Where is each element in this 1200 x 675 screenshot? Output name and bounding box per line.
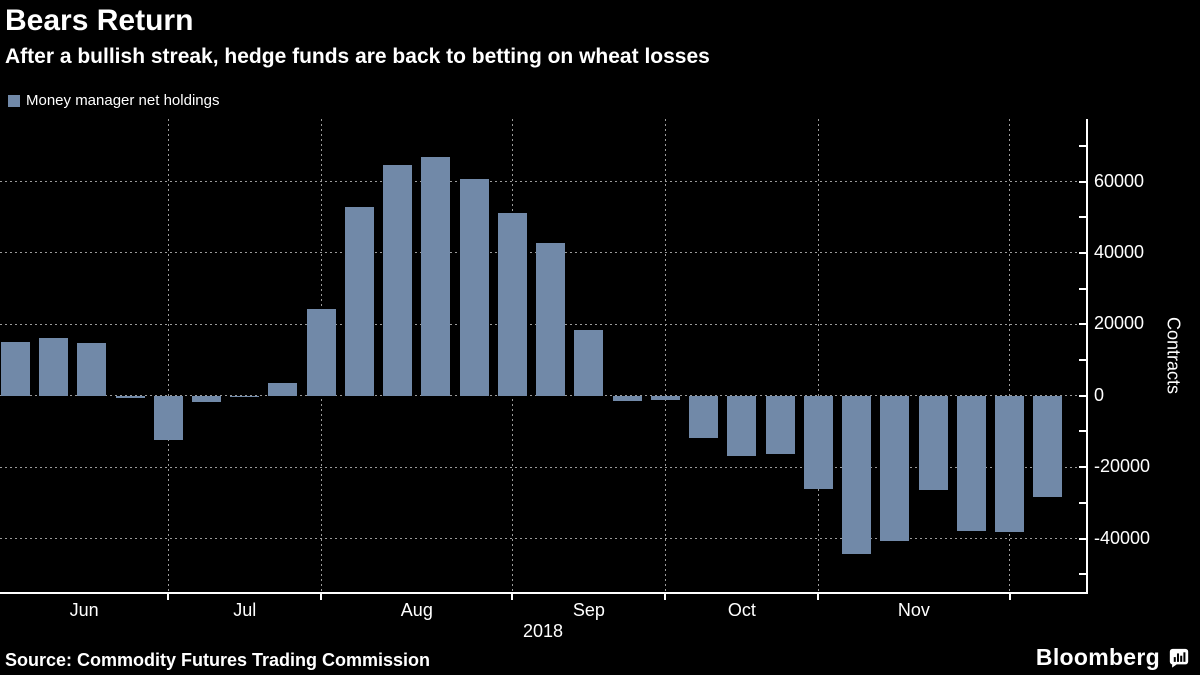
bloomberg-logo: Bloomberg [1036, 644, 1190, 671]
y-axis-tick [1079, 394, 1086, 397]
y-tick-label: 0 [1094, 384, 1105, 405]
y-axis-title: Contracts [1163, 317, 1184, 395]
bar [956, 395, 986, 531]
bar [727, 395, 757, 457]
bar [230, 395, 260, 397]
bar [880, 395, 910, 541]
bar [1033, 395, 1063, 498]
x-month-label: Sep [572, 600, 605, 620]
legend: Money manager net holdings [8, 92, 219, 109]
y-axis-tick [1079, 573, 1086, 576]
x-month-label: Aug [400, 600, 433, 620]
page-title: Bears Return [5, 4, 194, 37]
bar [765, 395, 795, 454]
x-gridline [167, 119, 169, 593]
bar [689, 395, 719, 439]
x-axis-tick [1008, 593, 1011, 600]
bar [0, 342, 30, 396]
bar [421, 156, 451, 396]
bar [650, 395, 680, 400]
bar [344, 206, 374, 396]
x-month-label: Jul [233, 600, 257, 620]
y-axis-tick [1079, 251, 1086, 254]
x-gridline [817, 119, 819, 593]
x-axis-line [0, 592, 1088, 594]
y-tick-label: -20000 [1094, 456, 1151, 477]
x-month-label: Jun [69, 600, 99, 620]
y-gridline [0, 395, 1086, 397]
bar [574, 330, 604, 396]
bar [995, 395, 1025, 532]
x-gridline [664, 119, 666, 593]
y-axis-tick [1079, 430, 1086, 433]
bar [77, 343, 107, 396]
source-attribution: Source: Commodity Futures Trading Commis… [5, 650, 431, 670]
x-axis-tick [320, 593, 323, 600]
bar [383, 165, 413, 396]
bar [153, 395, 183, 440]
bar [192, 395, 221, 402]
x-month-label: Oct [727, 600, 756, 620]
legend-swatch-icon [8, 94, 20, 107]
y-axis-tick [1079, 323, 1086, 326]
y-tick-label: 20000 [1094, 313, 1145, 334]
y-tick-label: 40000 [1094, 241, 1145, 262]
y-axis-tick [1079, 501, 1086, 504]
legend-label: Money manager net holdings [26, 92, 220, 109]
y-tick-label: 60000 [1094, 170, 1145, 191]
y-gridline [0, 538, 1086, 539]
y-gridline [0, 466, 1086, 468]
bloomberg-chart-bubble-icon [1169, 648, 1189, 668]
bar [39, 338, 69, 396]
chart-subtitle: After a bullish streak, hedge funds are … [5, 45, 710, 68]
y-axis-tick [1079, 287, 1086, 290]
bar [497, 213, 527, 396]
y-axis-tick [1079, 180, 1086, 183]
bar [115, 395, 145, 398]
x-axis-tick [664, 593, 667, 600]
bar [803, 395, 833, 489]
y-axis-tick [1079, 216, 1086, 219]
y-axis-tick [1079, 144, 1086, 147]
bar [306, 309, 336, 396]
bar [612, 395, 642, 401]
x-axis-tick [817, 593, 820, 600]
y-tick-label: -40000 [1094, 527, 1151, 548]
bar [536, 242, 566, 396]
y-axis-tick [1079, 359, 1086, 361]
x-axis-tick [167, 593, 170, 600]
x-axis-tick [511, 593, 514, 600]
y-axis-line [1086, 119, 1088, 593]
bloomberg-wordmark: Bloomberg [1035, 644, 1160, 670]
bar [842, 395, 872, 554]
y-axis-tick [1079, 466, 1086, 469]
bar [918, 395, 948, 490]
x-month-label: Nov [897, 600, 930, 620]
y-gridline [0, 181, 1086, 182]
y-axis-tick [1079, 537, 1086, 540]
x-gridline [1009, 119, 1011, 593]
bar [459, 179, 489, 396]
bar [268, 382, 298, 396]
x-axis-year-label: 2018 [522, 621, 564, 641]
